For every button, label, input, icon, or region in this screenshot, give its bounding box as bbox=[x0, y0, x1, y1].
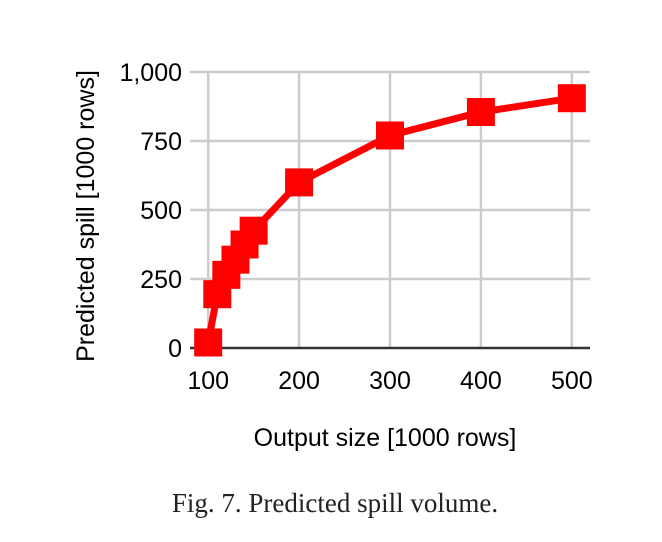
data-point-marker bbox=[194, 328, 223, 357]
data-point-marker bbox=[376, 121, 404, 150]
x-tick-label: 200 bbox=[278, 367, 320, 395]
data-point-marker bbox=[557, 84, 586, 113]
y-tick-label: 500 bbox=[140, 197, 182, 225]
figure-caption: Fig. 7. Predicted spill volume. bbox=[172, 488, 498, 518]
grid bbox=[190, 70, 590, 348]
series bbox=[194, 84, 586, 357]
y-tick-label: 0 bbox=[168, 335, 182, 363]
x-axis-title: Output size [1000 rows] bbox=[254, 424, 517, 452]
x-tick-label: 300 bbox=[369, 367, 411, 395]
x-tick-label: 400 bbox=[460, 367, 502, 395]
y-tick-label: 750 bbox=[140, 128, 182, 156]
x-tick-label: 500 bbox=[551, 367, 593, 395]
y-axis-title: Predicted spill [1000 rows] bbox=[72, 70, 100, 362]
axes: 0 250 500 750 1,000 100 200 300 400 500 bbox=[119, 59, 592, 395]
x-tick-label: 100 bbox=[187, 367, 229, 395]
data-point-marker bbox=[285, 168, 314, 197]
data-point-marker bbox=[466, 98, 495, 127]
data-point-marker bbox=[239, 216, 268, 245]
y-tick-label: 1,000 bbox=[119, 59, 182, 87]
y-tick-label: 250 bbox=[140, 266, 182, 294]
